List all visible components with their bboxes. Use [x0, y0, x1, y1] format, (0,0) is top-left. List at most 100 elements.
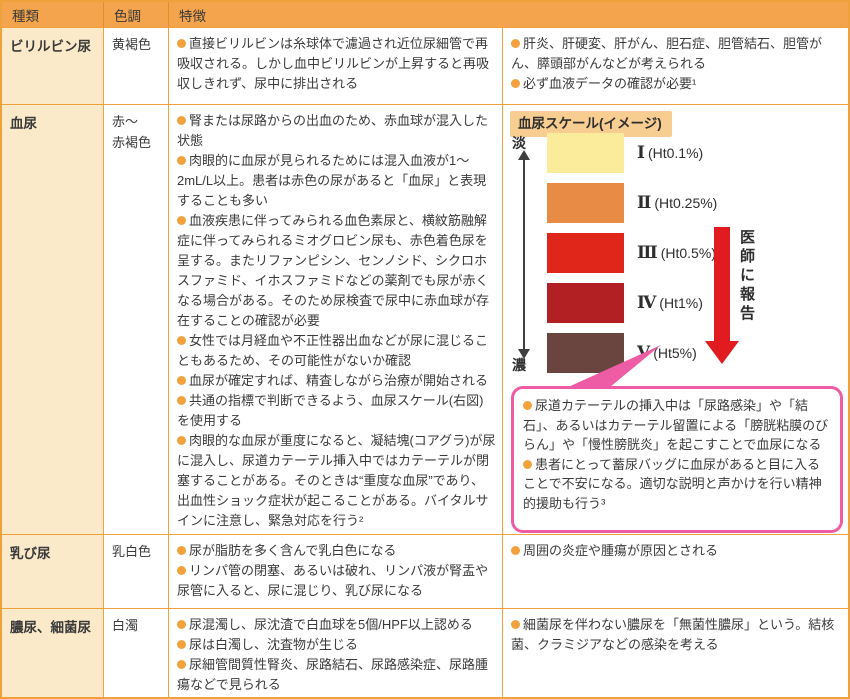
scale-value: (Ht5%): [653, 345, 697, 361]
bullet-icon: [177, 546, 186, 555]
feature-text: 必ず血液データの確認が必要¹: [523, 76, 697, 91]
feature-item: 肝炎、肝硬変、肝がん、胆石症、胆管結石、胆管がん、膵頭部がんなどが考えられる: [511, 34, 842, 74]
scale-level-2: Ⅱ (Ht0.25%): [547, 183, 717, 223]
row-bilirubin-features-left: 直接ビリルビンは糸球体で濾過され近位尿細管で再吸収される。しかし血中ビリルビンが…: [168, 27, 502, 104]
feature-item: 腎または尿路からの出血のため、赤血球が混入した状態: [177, 111, 496, 151]
feature-text: 尿は白濁し、沈査物が生じる: [189, 637, 359, 652]
bullet-icon: [177, 39, 186, 48]
arrow-down-icon: [518, 349, 530, 359]
bullet-icon: [177, 640, 186, 649]
scale-value: (Ht0.1%): [647, 145, 704, 161]
row-pyuria-tone: 白濁: [103, 608, 168, 697]
row-bilirubin-features-right: 肝炎、肝硬変、肝がん、胆石症、胆管結石、胆管がん、膵頭部がんなどが考えられる 必…: [502, 27, 848, 104]
scale-numeral: Ⅰ: [637, 143, 645, 162]
row-chyluria-tone: 乳白色: [103, 534, 168, 608]
header-type: 種類: [2, 2, 103, 27]
scale-swatch-4: [547, 283, 624, 323]
scale-level-3: Ⅲ (Ht0.5%): [547, 233, 716, 273]
scale-gradient-axis: [523, 159, 525, 349]
scale-numeral: Ⅲ: [637, 243, 658, 262]
row-hematuria-features-left: 腎または尿路からの出血のため、赤血球が混入した状態 肉眼的に血尿が見られるために…: [168, 104, 502, 534]
row-pyuria-name: 膿尿、細菌尿: [2, 608, 103, 697]
row-hematuria-name: 血尿: [2, 104, 103, 534]
feature-text: 肉眼的に血尿が見られるためには混入血液が1〜2mL/L以上。患者は赤色の尿がある…: [177, 153, 487, 208]
scale-swatch-1: [547, 133, 624, 173]
feature-text: リンパ管の閉塞、あるいは破れ、リンパ液が腎盂や尿管に入ると、尿に混じり、乳び尿に…: [177, 563, 489, 598]
feature-item: 尿は白濁し、沈査物が生じる: [177, 635, 496, 655]
feature-text: 肉眼的な血尿が重度になると、凝結塊(コアグラ)が尿に混入し、尿道カテーテル挿入中…: [177, 433, 496, 528]
feature-item: 肉眼的な血尿が重度になると、凝結塊(コアグラ)が尿に混入し、尿道カテーテル挿入中…: [177, 431, 496, 531]
catheter-note-callout: 尿道カテーテルの挿入中は「尿路感染」や「結石」、あるいはカテーテル留置による「膀…: [511, 386, 843, 533]
row-pyuria-features-right: 細菌尿を伴わない膿尿を「無菌性膿尿」という。結核菌、クラミジアなどの感染を考える: [502, 608, 848, 697]
scale-value: (Ht0.5%): [660, 245, 716, 261]
feature-item: 細菌尿を伴わない膿尿を「無菌性膿尿」という。結核菌、クラミジアなどの感染を考える: [511, 615, 842, 655]
row-hematuria-tone: 赤〜 赤褐色: [103, 104, 168, 534]
bullet-icon: [177, 216, 186, 225]
bullet-icon: [177, 376, 186, 385]
scale-swatch-3: [547, 233, 624, 273]
feature-text: 直接ビリルビンは糸球体で濾過され近位尿細管で再吸収される。しかし血中ビリルビンが…: [177, 36, 490, 91]
feature-item: 肉眼的に血尿が見られるためには混入血液が1〜2mL/L以上。患者は赤色の尿がある…: [177, 151, 496, 211]
bullet-icon: [177, 566, 186, 575]
report-to-doctor-label: 医師に報告: [738, 229, 755, 324]
bullet-icon: [177, 336, 186, 345]
bullet-icon: [177, 396, 186, 405]
bullet-icon: [511, 620, 520, 629]
scale-value: (Ht0.25%): [654, 195, 718, 211]
callout-item: 尿道カテーテルの挿入中は「尿路感染」や「結石」、あるいはカテーテル留置による「膀…: [523, 396, 831, 455]
bullet-icon: [177, 436, 186, 445]
feature-item: 直接ビリルビンは糸球体で濾過され近位尿細管で再吸収される。しかし血中ビリルビンが…: [177, 34, 496, 94]
hematuria-scale-panel: 血尿スケール(イメージ) 淡 濃 Ⅰ (Ht0.1%) Ⅱ (Ht0.25%) Ⅲ(…: [502, 104, 848, 534]
scale-numeral: Ⅳ: [637, 293, 657, 312]
scale-dark-label: 濃: [512, 357, 526, 373]
arrow-up-icon: [518, 150, 530, 160]
callout-text: 患者にとって蓄尿バッグに血尿があると目に入ることで不安になる。適切な説明と声かけ…: [523, 456, 822, 511]
feature-text: 尿混濁し、尿沈渣で白血球を5個/HPF以上認める: [189, 617, 473, 632]
feature-text: 血液疾患に伴ってみられる血色素尿と、横紋筋融解症に伴ってみられるミオグロビン尿も…: [177, 213, 490, 328]
bullet-icon: [177, 116, 186, 125]
bullet-icon: [523, 459, 532, 469]
bullet-icon: [511, 546, 520, 555]
bullet-icon: [523, 401, 532, 410]
feature-item: 尿が脂肪を多く含んで乳白色になる: [177, 541, 496, 561]
feature-text: 細菌尿を伴わない膿尿を「無菌性膿尿」という。結核菌、クラミジアなどの感染を考える: [511, 617, 835, 652]
feature-item: 血尿が確定すれば、精査しながら治療が開始される: [177, 371, 496, 391]
bullet-icon: [177, 156, 186, 165]
row-chyluria-features-right: 周囲の炎症や腫瘍が原因とされる: [502, 534, 848, 608]
callout-item: 患者にとって蓄尿バッグに血尿があると目に入ることで不安になる。適切な説明と声かけ…: [523, 455, 831, 514]
feature-item: 女性では月経血や不正性器出血などが尿に混じることもあるため、その可能性がないか確…: [177, 331, 496, 371]
scale-value: (Ht1%): [659, 295, 703, 311]
report-arrow-head-icon: [705, 341, 739, 364]
callout-text: 尿道カテーテルの挿入中は「尿路感染」や「結石」、あるいはカテーテル留置による「膀…: [523, 398, 829, 452]
feature-item: 尿細管間質性腎炎、尿路結石、尿路感染症、尿路腫瘍などで見られる: [177, 655, 496, 695]
feature-text: 肝炎、肝硬変、肝がん、胆石症、胆管結石、胆管がん、膵頭部がんなどが考えられる: [511, 36, 823, 71]
bullet-icon: [177, 660, 186, 669]
feature-item: 共通の指標で判断できるよう、血尿スケール(右図)を使用する: [177, 391, 496, 431]
scale-light-label: 淡: [512, 135, 526, 151]
feature-item: 周囲の炎症や腫瘍が原因とされる: [511, 541, 842, 561]
feature-text: 腎または尿路からの出血のため、赤血球が混入した状態: [177, 113, 489, 148]
feature-item: 必ず血液データの確認が必要¹: [511, 74, 842, 94]
header-features: 特徴: [168, 2, 848, 27]
scale-level-1: Ⅰ (Ht0.1%): [547, 133, 703, 173]
header-color-tone: 色調: [103, 2, 168, 27]
row-pyuria-features-left: 尿混濁し、尿沈渣で白血球を5個/HPF以上認める 尿は白濁し、沈査物が生じる 尿…: [168, 608, 502, 697]
bullet-icon: [511, 79, 520, 88]
row-bilirubin-tone: 黄褐色: [103, 27, 168, 104]
feature-text: 女性では月経血や不正性器出血などが尿に混じることもあるため、その可能性がないか確…: [177, 333, 489, 368]
feature-text: 共通の指標で判断できるよう、血尿スケール(右図)を使用する: [177, 393, 484, 428]
feature-item: リンパ管の閉塞、あるいは破れ、リンパ液が腎盂や尿管に入ると、尿に混じり、乳び尿に…: [177, 561, 496, 601]
scale-level-4: Ⅳ (Ht1%): [547, 283, 703, 323]
scale-swatch-5: [547, 333, 624, 373]
feature-text: 尿が脂肪を多く含んで乳白色になる: [189, 543, 397, 558]
bullet-icon: [177, 620, 186, 629]
feature-text: 尿細管間質性腎炎、尿路結石、尿路感染症、尿路腫瘍などで見られる: [177, 657, 489, 692]
row-chyluria-features-left: 尿が脂肪を多く含んで乳白色になる リンパ管の閉塞、あるいは破れ、リンパ液が腎盂や…: [168, 534, 502, 608]
scale-swatch-2: [547, 183, 624, 223]
feature-item: 血液疾患に伴ってみられる血色素尿と、横紋筋融解症に伴ってみられるミオグロビン尿も…: [177, 211, 496, 331]
report-arrow-shaft: [714, 227, 730, 341]
feature-text: 血尿が確定すれば、精査しながら治療が開始される: [189, 373, 489, 388]
row-chyluria-name: 乳び尿: [2, 534, 103, 608]
feature-item: 尿混濁し、尿沈渣で白血球を5個/HPF以上認める: [177, 615, 496, 635]
